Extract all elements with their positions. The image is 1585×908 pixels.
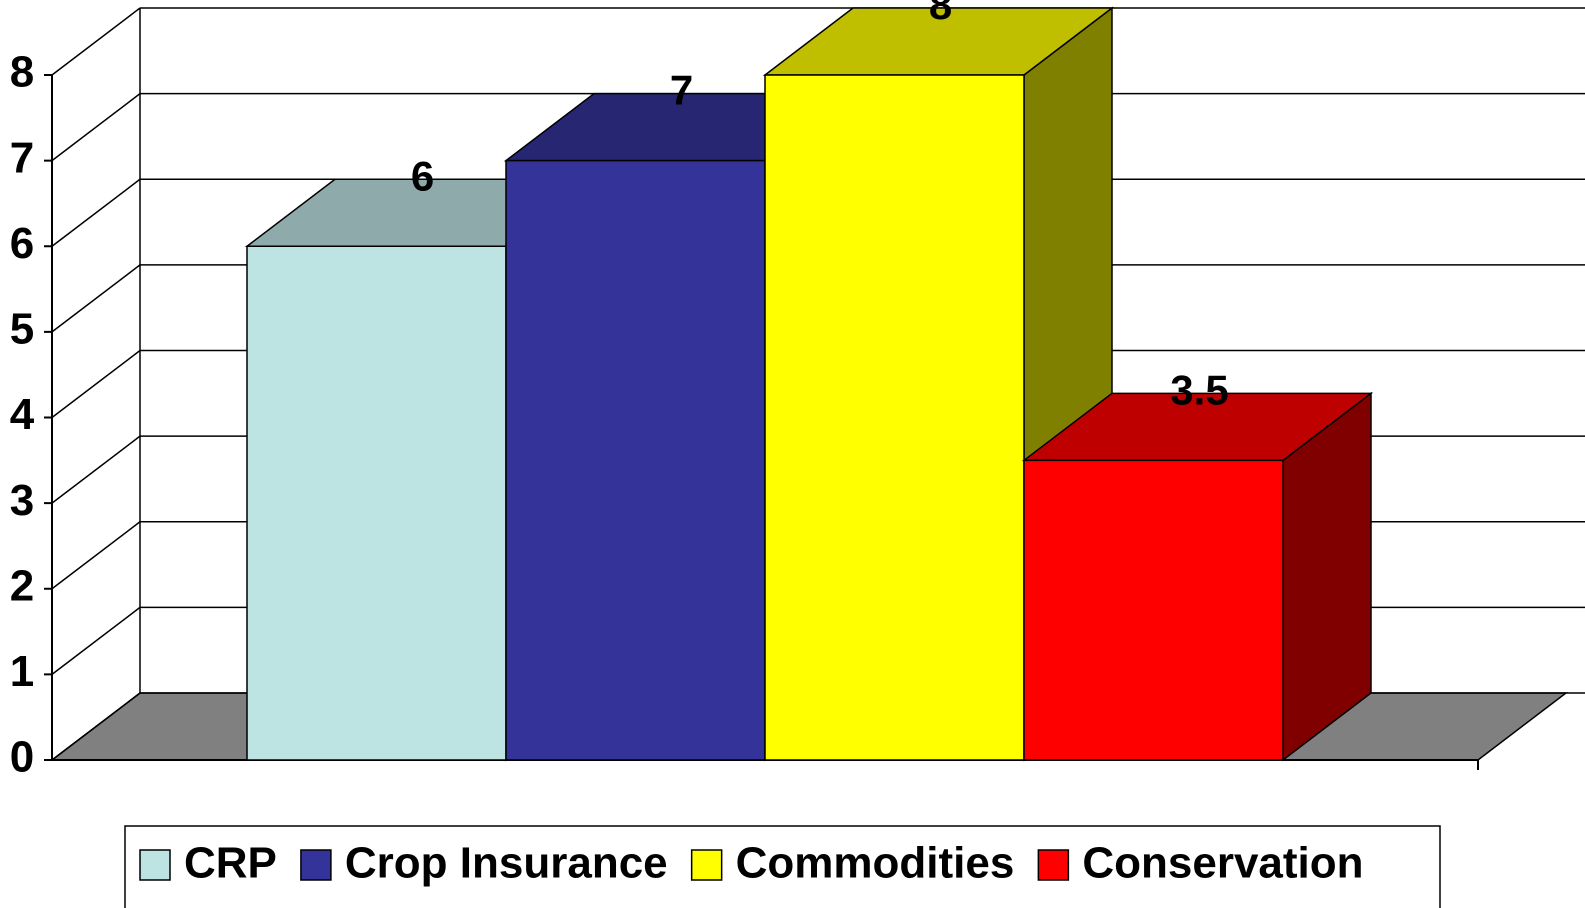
- side-grid-line: [51, 349, 141, 419]
- legend-swatch: [1037, 849, 1070, 881]
- legend-swatch: [690, 849, 723, 881]
- bar: [1021, 391, 1374, 762]
- legend-label: Crop Insurance: [345, 839, 668, 888]
- side-grid-line: [51, 93, 141, 162]
- side-grid-line: [51, 692, 141, 761]
- legend-label: CRP: [184, 839, 277, 888]
- legend-label: Commodities: [736, 839, 1015, 888]
- legend-swatch: [139, 849, 171, 881]
- bar-front: [764, 74, 1025, 761]
- y-tick-label: 7: [10, 133, 34, 182]
- y-tick-label: 4: [10, 390, 35, 439]
- y-tick-label: 0: [10, 733, 34, 782]
- y-tick-label: 5: [10, 305, 34, 354]
- side-grid-line: [51, 606, 141, 675]
- y-tick-label: 8: [10, 48, 34, 97]
- legend-swatch: [300, 849, 332, 881]
- y-tick-label: 3: [10, 476, 34, 525]
- side-grid-line: [51, 521, 141, 590]
- data-label: 3.5: [1170, 366, 1228, 413]
- bar-front: [505, 159, 766, 761]
- legend-label: Conservation: [1082, 839, 1363, 888]
- y-tick-label: 1: [10, 647, 34, 696]
- y-tick-label: 2: [10, 561, 34, 610]
- side-grid-line: [51, 7, 141, 76]
- y-tick-label: 6: [10, 219, 34, 268]
- side-grid-line: [51, 178, 141, 247]
- bar-front: [246, 245, 507, 761]
- data-label: 7: [670, 67, 693, 114]
- side-grid-line: [51, 435, 141, 504]
- data-label: 6: [411, 152, 434, 199]
- bar-front: [1023, 459, 1284, 761]
- data-label: 8: [929, 0, 952, 28]
- side-grid-line: [51, 264, 141, 333]
- legend-box: [124, 825, 1441, 908]
